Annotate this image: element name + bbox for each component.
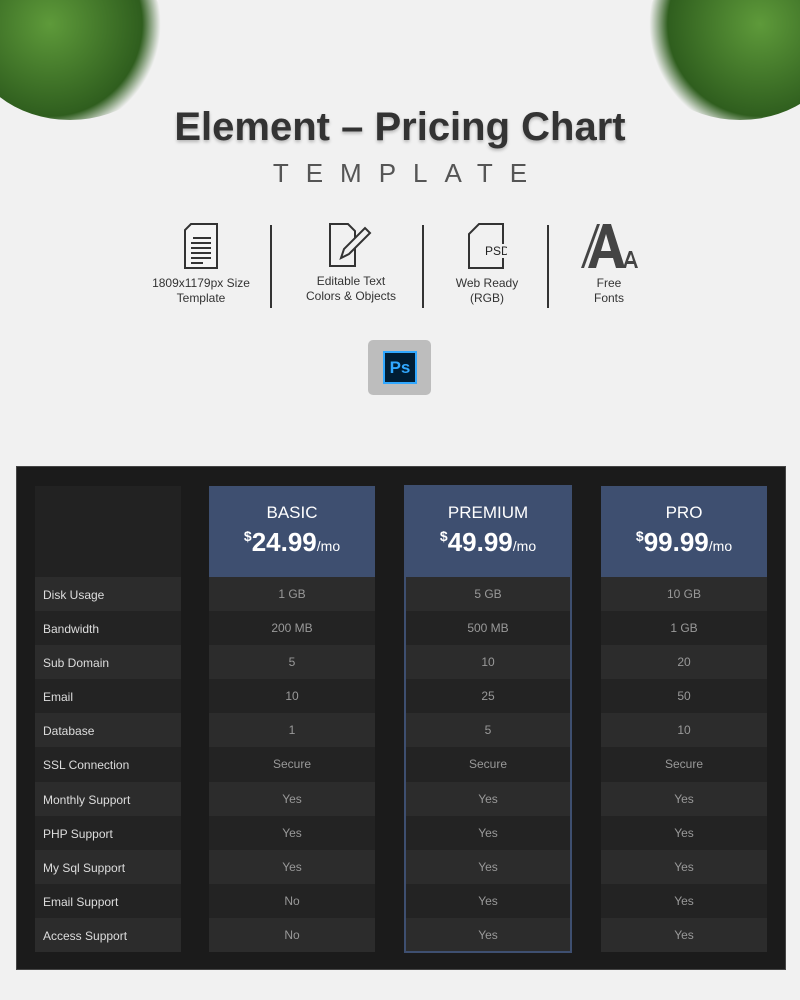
plan-price: $24.99/mo	[243, 527, 341, 557]
plan-value: 500 MB	[405, 611, 571, 646]
plan-value: Yes	[209, 849, 375, 884]
plan-value: Yes	[601, 917, 767, 953]
plan-value: No	[209, 883, 375, 918]
plan-value: Yes	[405, 849, 571, 884]
feature-fonts: Free Fonts	[544, 222, 674, 306]
document-icon	[184, 223, 218, 269]
plan-value: 5	[405, 713, 571, 748]
plan-price: $99.99/mo	[635, 527, 733, 557]
plan-value: Secure	[209, 747, 375, 782]
plan-value: Yes	[601, 815, 767, 850]
plan-header[interactable]: BASIC $24.99/mo	[209, 486, 375, 577]
feature-label: Disk Usage	[35, 577, 181, 612]
plan-name: BASIC	[266, 503, 318, 522]
plan-value: 1	[209, 713, 375, 748]
page-subtitle: TEMPLATE	[272, 158, 545, 188]
plan-value: 1 GB	[209, 577, 375, 612]
plan-name: PRO	[665, 503, 703, 522]
plan-value: 10	[209, 679, 375, 714]
feature-label: My Sql Support	[35, 849, 181, 884]
feature-label: Access Support	[35, 917, 181, 953]
feature-label: Email Support	[35, 883, 181, 918]
feature-labels-column: Disk Usage Bandwidth Sub Domain Email Databa…	[35, 486, 181, 953]
plan-value: 50	[601, 679, 767, 714]
plant-right-decoration	[640, 0, 800, 120]
plan-value: 10	[601, 713, 767, 748]
pricing-table: Disk Usage Bandwidth Sub Domain Email Databa…	[16, 466, 786, 970]
plan-column-premium: PREMIUM $49.99/mo 5 GB 500 MB 10 25 5 Secure Yes…	[404, 484, 572, 954]
empty-header	[35, 486, 181, 577]
page-title: Element – Pricing Chart	[174, 105, 626, 149]
psd-file-icon: PSD	[468, 223, 507, 269]
plan-value: 1 GB	[601, 611, 767, 646]
divider	[270, 225, 272, 308]
plan-value: 200 MB	[209, 611, 375, 646]
plan-value: Yes	[405, 883, 571, 918]
feature-label: Monthly Support	[35, 781, 181, 816]
plan-value: Secure	[601, 747, 767, 782]
photoshop-icon: Ps	[383, 351, 417, 384]
plan-price: $49.99/mo	[439, 527, 537, 557]
plan-header[interactable]: PRO $99.99/mo	[601, 486, 767, 577]
feature-label: SSL Connection	[35, 747, 181, 782]
plant-left-decoration	[0, 0, 170, 120]
plan-value: Yes	[405, 815, 571, 850]
plan-value: No	[209, 917, 375, 953]
plan-value: 20	[601, 645, 767, 680]
plan-value: 5	[209, 645, 375, 680]
plan-header[interactable]: PREMIUM $49.99/mo	[405, 486, 571, 577]
feature-label: Bandwidth	[35, 611, 181, 646]
feature-label: PHP Support	[35, 815, 181, 850]
plan-value: Yes	[601, 849, 767, 884]
feature-label: Email	[35, 679, 181, 714]
plan-value: Yes	[209, 815, 375, 850]
plan-value: Yes	[601, 781, 767, 816]
feature-size: 1809x1179px Size Template	[136, 222, 266, 306]
feature-label: Database	[35, 713, 181, 748]
plan-column-basic: BASIC $24.99/mo 1 GB 200 MB 5 10 1 Secure Yes Yes…	[209, 486, 375, 953]
divider	[422, 225, 424, 308]
plan-value: Yes	[405, 917, 571, 953]
plan-value: Yes	[405, 781, 571, 816]
svg-text:PSD: PSD	[485, 244, 507, 258]
divider	[547, 225, 549, 308]
plan-name: PREMIUM	[447, 503, 529, 522]
plan-value: 10	[405, 645, 571, 680]
edit-file-icon	[329, 223, 372, 267]
plan-value: Secure	[405, 747, 571, 782]
plan-value: 25	[405, 679, 571, 714]
photoshop-badge: Ps	[368, 340, 431, 395]
plan-value: Yes	[601, 883, 767, 918]
feature-label: Sub Domain	[35, 645, 181, 680]
feature-editable: Editable Text Colors & Objects	[286, 222, 416, 304]
plan-value: 5 GB	[405, 577, 571, 612]
feature-web-ready: PSD Web Ready (RGB)	[422, 222, 552, 306]
plan-value: Yes	[209, 781, 375, 816]
fonts-icon	[581, 224, 638, 268]
plan-value: 10 GB	[601, 577, 767, 612]
plan-column-pro: PRO $99.99/mo 10 GB 1 GB 20 50 10 Secure Yes Yes Y…	[601, 486, 767, 953]
